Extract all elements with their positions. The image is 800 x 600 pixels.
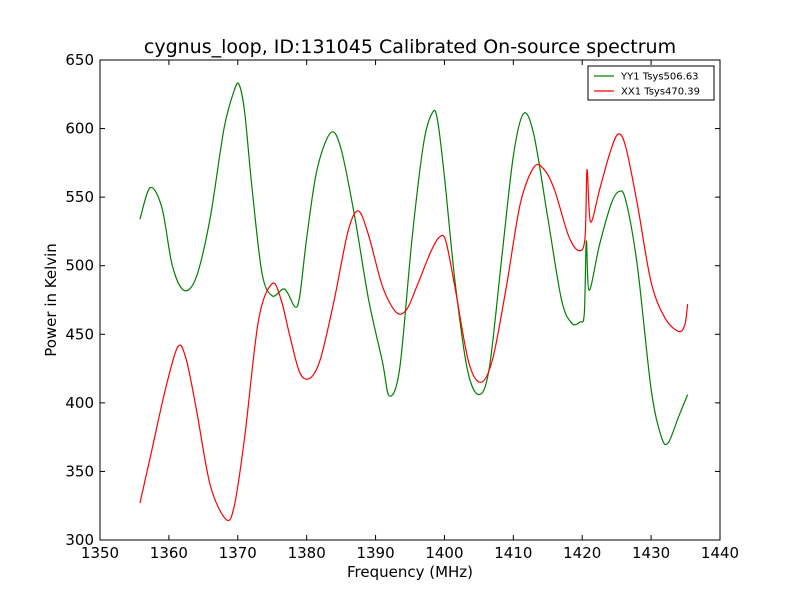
x-tick-label: 1360 [150, 544, 188, 562]
chart-title: cygnus_loop, ID:131045 Calibrated On-sou… [144, 36, 676, 58]
y-tick-label: 600 [65, 120, 94, 138]
y-tick-label: 350 [65, 462, 94, 480]
ticks-layer: 1350 1360 1370 1380 1390 1400 1410 1420 1430 1440… [65, 51, 739, 562]
x-tick-label: 1410 [494, 544, 532, 562]
x-tick-label: 1430 [632, 544, 670, 562]
legend-box [587, 65, 715, 101]
x-axis-label: Frequency (MHz) [347, 563, 473, 581]
x-tick-label: 1420 [563, 544, 601, 562]
y-tick-label: 650 [65, 51, 94, 69]
x-tick-label: 1380 [288, 544, 326, 562]
legend: YY1 Tsys506.63 XX1 Tsys470.39 [587, 65, 715, 101]
series-line-1 [139, 82, 689, 446]
legend-label: YY1 Tsys506.63 [620, 72, 699, 83]
y-tick-label: 550 [65, 188, 94, 206]
series-line-2 [139, 133, 689, 522]
y-tick-label: 300 [65, 531, 94, 549]
x-tick-label: 1390 [356, 544, 394, 562]
plot-frame [99, 59, 721, 541]
x-tick-label: 1400 [425, 544, 463, 562]
series-layer [139, 82, 689, 522]
x-tick-label: 1440 [701, 544, 739, 562]
y-tick-label: 400 [65, 394, 94, 412]
x-tick-label: 1350 [81, 544, 119, 562]
x-tick-label: 1370 [219, 544, 257, 562]
y-tick-label: 450 [65, 325, 94, 343]
y-tick-label: 500 [65, 257, 94, 275]
plot-area [100, 60, 720, 540]
y-axis-label: Power in Kelvin [42, 243, 60, 357]
legend-label: XX1 Tsys470.39 [621, 87, 700, 98]
